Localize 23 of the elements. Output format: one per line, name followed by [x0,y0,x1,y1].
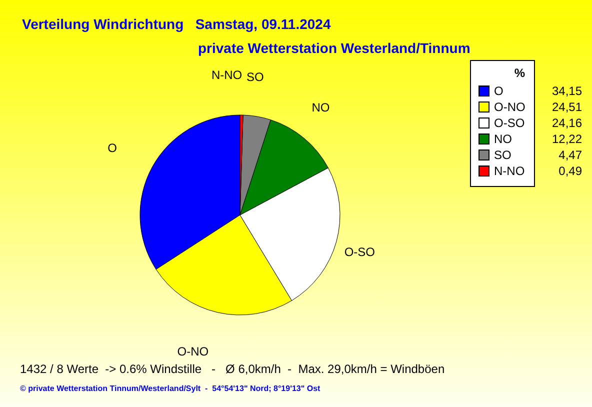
chart-title: Verteilung Windrichtung Samstag, 09.11.2024 [22,16,331,32]
slice-label: O-NO [177,344,209,358]
slice-label: SO [246,70,264,84]
legend-label: NO [494,132,512,146]
data-label: 34,15 [552,84,582,98]
legend-label: O-SO [494,116,525,130]
data-label: 24,16 [552,116,582,130]
text: 1432 / 8 Werte -> 0.6% Windstille - Ø 6,0km/h - Max. 29,0km/h = Windböen [20,362,445,376]
legend-label: O [494,84,504,98]
data-label: 24,51 [552,100,582,114]
slice-label: O-SO [344,245,376,260]
legend-label: N-NO [494,164,525,178]
legend-title: % [514,66,526,80]
slice-label: N-NO [211,68,242,82]
data-label: 4,47 [558,148,582,162]
data-label: 12,22 [552,132,582,146]
slice-label: NO [312,100,330,115]
slice-label: O [108,141,117,156]
legend-label: O-NO [494,100,526,114]
data-label: 0,49 [558,164,582,178]
chart-subtitle: private Wetterstation Westerland/Tinnum [198,40,470,56]
legend-label: SO [494,148,512,162]
text: © private Wetterstation Tinnum/Westerland/Sylt - 54°54'13" Nord; 8°19'13" Ost [20,384,320,393]
